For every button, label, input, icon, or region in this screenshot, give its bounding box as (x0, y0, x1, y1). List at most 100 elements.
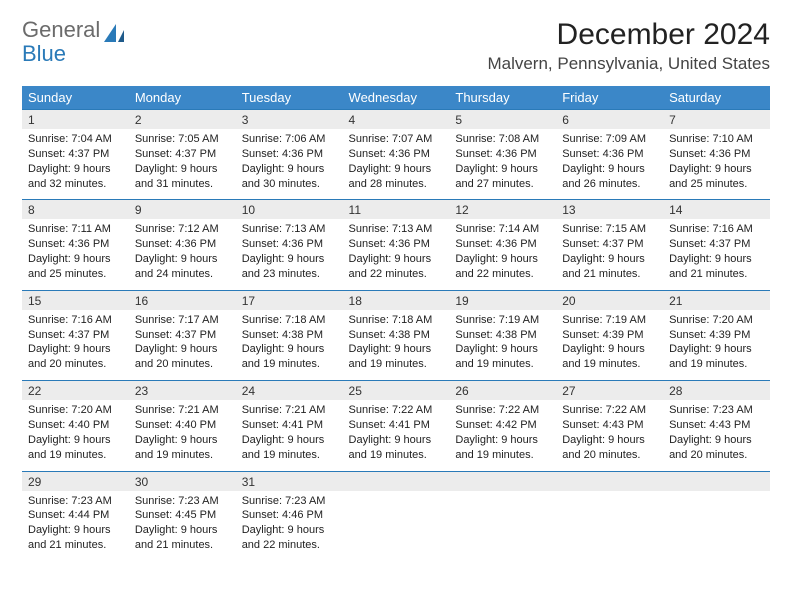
sunrise-text: Sunrise: 7:23 AM (28, 494, 123, 509)
sunset-text: Sunset: 4:37 PM (562, 237, 657, 252)
day-header-row: Sunday Monday Tuesday Wednesday Thursday… (22, 86, 770, 110)
day-number-cell: 12 (449, 200, 556, 220)
logo: General Blue (22, 18, 128, 66)
sunset-text: Sunset: 4:36 PM (349, 147, 444, 162)
day-detail-cell (343, 491, 450, 561)
daylight-text-1: Daylight: 9 hours (562, 252, 657, 267)
logo-text: General Blue (22, 18, 100, 66)
daylight-text-2: and 21 minutes. (562, 267, 657, 282)
daylight-text-1: Daylight: 9 hours (28, 162, 123, 177)
day-detail-cell: Sunrise: 7:10 AMSunset: 4:36 PMDaylight:… (663, 129, 770, 200)
day-number-cell: 19 (449, 290, 556, 310)
day-detail-cell: Sunrise: 7:12 AMSunset: 4:36 PMDaylight:… (129, 219, 236, 290)
day-number-cell: 5 (449, 110, 556, 130)
daylight-text-1: Daylight: 9 hours (349, 433, 444, 448)
sunset-text: Sunset: 4:36 PM (28, 237, 123, 252)
day-detail-cell: Sunrise: 7:16 AMSunset: 4:37 PMDaylight:… (22, 310, 129, 381)
day-number-cell: 1 (22, 110, 129, 130)
day-number-cell: 6 (556, 110, 663, 130)
day-number-cell: 25 (343, 381, 450, 401)
sunset-text: Sunset: 4:40 PM (135, 418, 230, 433)
daylight-text-1: Daylight: 9 hours (242, 342, 337, 357)
calendar-table: Sunday Monday Tuesday Wednesday Thursday… (22, 86, 770, 561)
daylight-text-2: and 19 minutes. (669, 357, 764, 372)
daylight-text-1: Daylight: 9 hours (562, 162, 657, 177)
sunset-text: Sunset: 4:43 PM (562, 418, 657, 433)
daylight-text-2: and 21 minutes. (28, 538, 123, 553)
daylight-text-2: and 19 minutes. (349, 357, 444, 372)
daylight-text-1: Daylight: 9 hours (135, 252, 230, 267)
day-detail-row: Sunrise: 7:20 AM Sunset: 4:40 PM Daylight:… (22, 400, 770, 471)
sunset-text: Sunset: 4:41 PM (349, 418, 444, 433)
day-detail-cell: Sunrise: 7:07 AMSunset: 4:36 PMDaylight:… (343, 129, 450, 200)
sunset-text: Sunset: 4:39 PM (562, 328, 657, 343)
daylight-text-2: and 30 minutes. (242, 177, 337, 192)
day-detail-cell: Sunrise: 7:17 AMSunset: 4:37 PMDaylight:… (129, 310, 236, 381)
daylight-text-1: Daylight: 9 hours (242, 252, 337, 267)
sunset-text: Sunset: 4:36 PM (349, 237, 444, 252)
sunset-text: Sunset: 4:45 PM (135, 508, 230, 523)
daylight-text-1: Daylight: 9 hours (669, 252, 764, 267)
daylight-text-1: Daylight: 9 hours (562, 342, 657, 357)
month-title: December 2024 (487, 18, 770, 52)
daylight-text-1: Daylight: 9 hours (562, 433, 657, 448)
daylight-text-2: and 19 minutes. (135, 448, 230, 463)
day-detail-cell: Sunrise: 7:05 AMSunset: 4:37 PMDaylight:… (129, 129, 236, 200)
daylight-text-2: and 19 minutes. (28, 448, 123, 463)
sunrise-text: Sunrise: 7:19 AM (455, 313, 550, 328)
daylight-text-1: Daylight: 9 hours (455, 433, 550, 448)
sunrise-text: Sunrise: 7:22 AM (455, 403, 550, 418)
daylight-text-1: Daylight: 9 hours (242, 523, 337, 538)
sunset-text: Sunset: 4:37 PM (28, 147, 123, 162)
day-detail-cell (663, 491, 770, 561)
day-number-cell: 15 (22, 290, 129, 310)
daylight-text-2: and 23 minutes. (242, 267, 337, 282)
sunrise-text: Sunrise: 7:22 AM (562, 403, 657, 418)
daylight-text-2: and 22 minutes. (455, 267, 550, 282)
sunrise-text: Sunrise: 7:20 AM (28, 403, 123, 418)
day-header: Saturday (663, 86, 770, 110)
sunrise-text: Sunrise: 7:18 AM (242, 313, 337, 328)
day-number-cell: 21 (663, 290, 770, 310)
daylight-text-1: Daylight: 9 hours (135, 523, 230, 538)
day-header: Sunday (22, 86, 129, 110)
daylight-text-1: Daylight: 9 hours (349, 342, 444, 357)
day-number-cell: 24 (236, 381, 343, 401)
day-number-cell: 11 (343, 200, 450, 220)
day-header: Thursday (449, 86, 556, 110)
day-detail-cell: Sunrise: 7:22 AMSunset: 4:43 PMDaylight:… (556, 400, 663, 471)
daylight-text-1: Daylight: 9 hours (135, 162, 230, 177)
day-header: Wednesday (343, 86, 450, 110)
sunrise-text: Sunrise: 7:18 AM (349, 313, 444, 328)
sunrise-text: Sunrise: 7:23 AM (242, 494, 337, 509)
day-number-cell: 22 (22, 381, 129, 401)
day-header: Monday (129, 86, 236, 110)
sunset-text: Sunset: 4:36 PM (455, 237, 550, 252)
daylight-text-2: and 22 minutes. (242, 538, 337, 553)
daylight-text-1: Daylight: 9 hours (455, 252, 550, 267)
day-detail-cell: Sunrise: 7:08 AMSunset: 4:36 PMDaylight:… (449, 129, 556, 200)
day-detail-cell: Sunrise: 7:19 AMSunset: 4:38 PMDaylight:… (449, 310, 556, 381)
daylight-text-2: and 21 minutes. (135, 538, 230, 553)
sunset-text: Sunset: 4:37 PM (135, 328, 230, 343)
sunset-text: Sunset: 4:44 PM (28, 508, 123, 523)
sunset-text: Sunset: 4:38 PM (349, 328, 444, 343)
daylight-text-2: and 20 minutes. (135, 357, 230, 372)
day-detail-cell: Sunrise: 7:22 AMSunset: 4:41 PMDaylight:… (343, 400, 450, 471)
sunrise-text: Sunrise: 7:14 AM (455, 222, 550, 237)
day-number-cell: 8 (22, 200, 129, 220)
sunset-text: Sunset: 4:41 PM (242, 418, 337, 433)
day-number-cell: 13 (556, 200, 663, 220)
day-number-row: 1234567 (22, 110, 770, 130)
day-detail-cell: Sunrise: 7:11 AMSunset: 4:36 PMDaylight:… (22, 219, 129, 290)
daylight-text-2: and 25 minutes. (669, 177, 764, 192)
sunset-text: Sunset: 4:38 PM (455, 328, 550, 343)
day-number-cell: 26 (449, 381, 556, 401)
day-detail-row: Sunrise: 7:11 AMSunset: 4:36 PMDaylight:… (22, 219, 770, 290)
sunrise-text: Sunrise: 7:21 AM (242, 403, 337, 418)
day-number-row: 293031 (22, 471, 770, 491)
sunrise-text: Sunrise: 7:09 AM (562, 132, 657, 147)
daylight-text-2: and 19 minutes. (562, 357, 657, 372)
day-number-row: 891011121314 (22, 200, 770, 220)
sunset-text: Sunset: 4:37 PM (135, 147, 230, 162)
